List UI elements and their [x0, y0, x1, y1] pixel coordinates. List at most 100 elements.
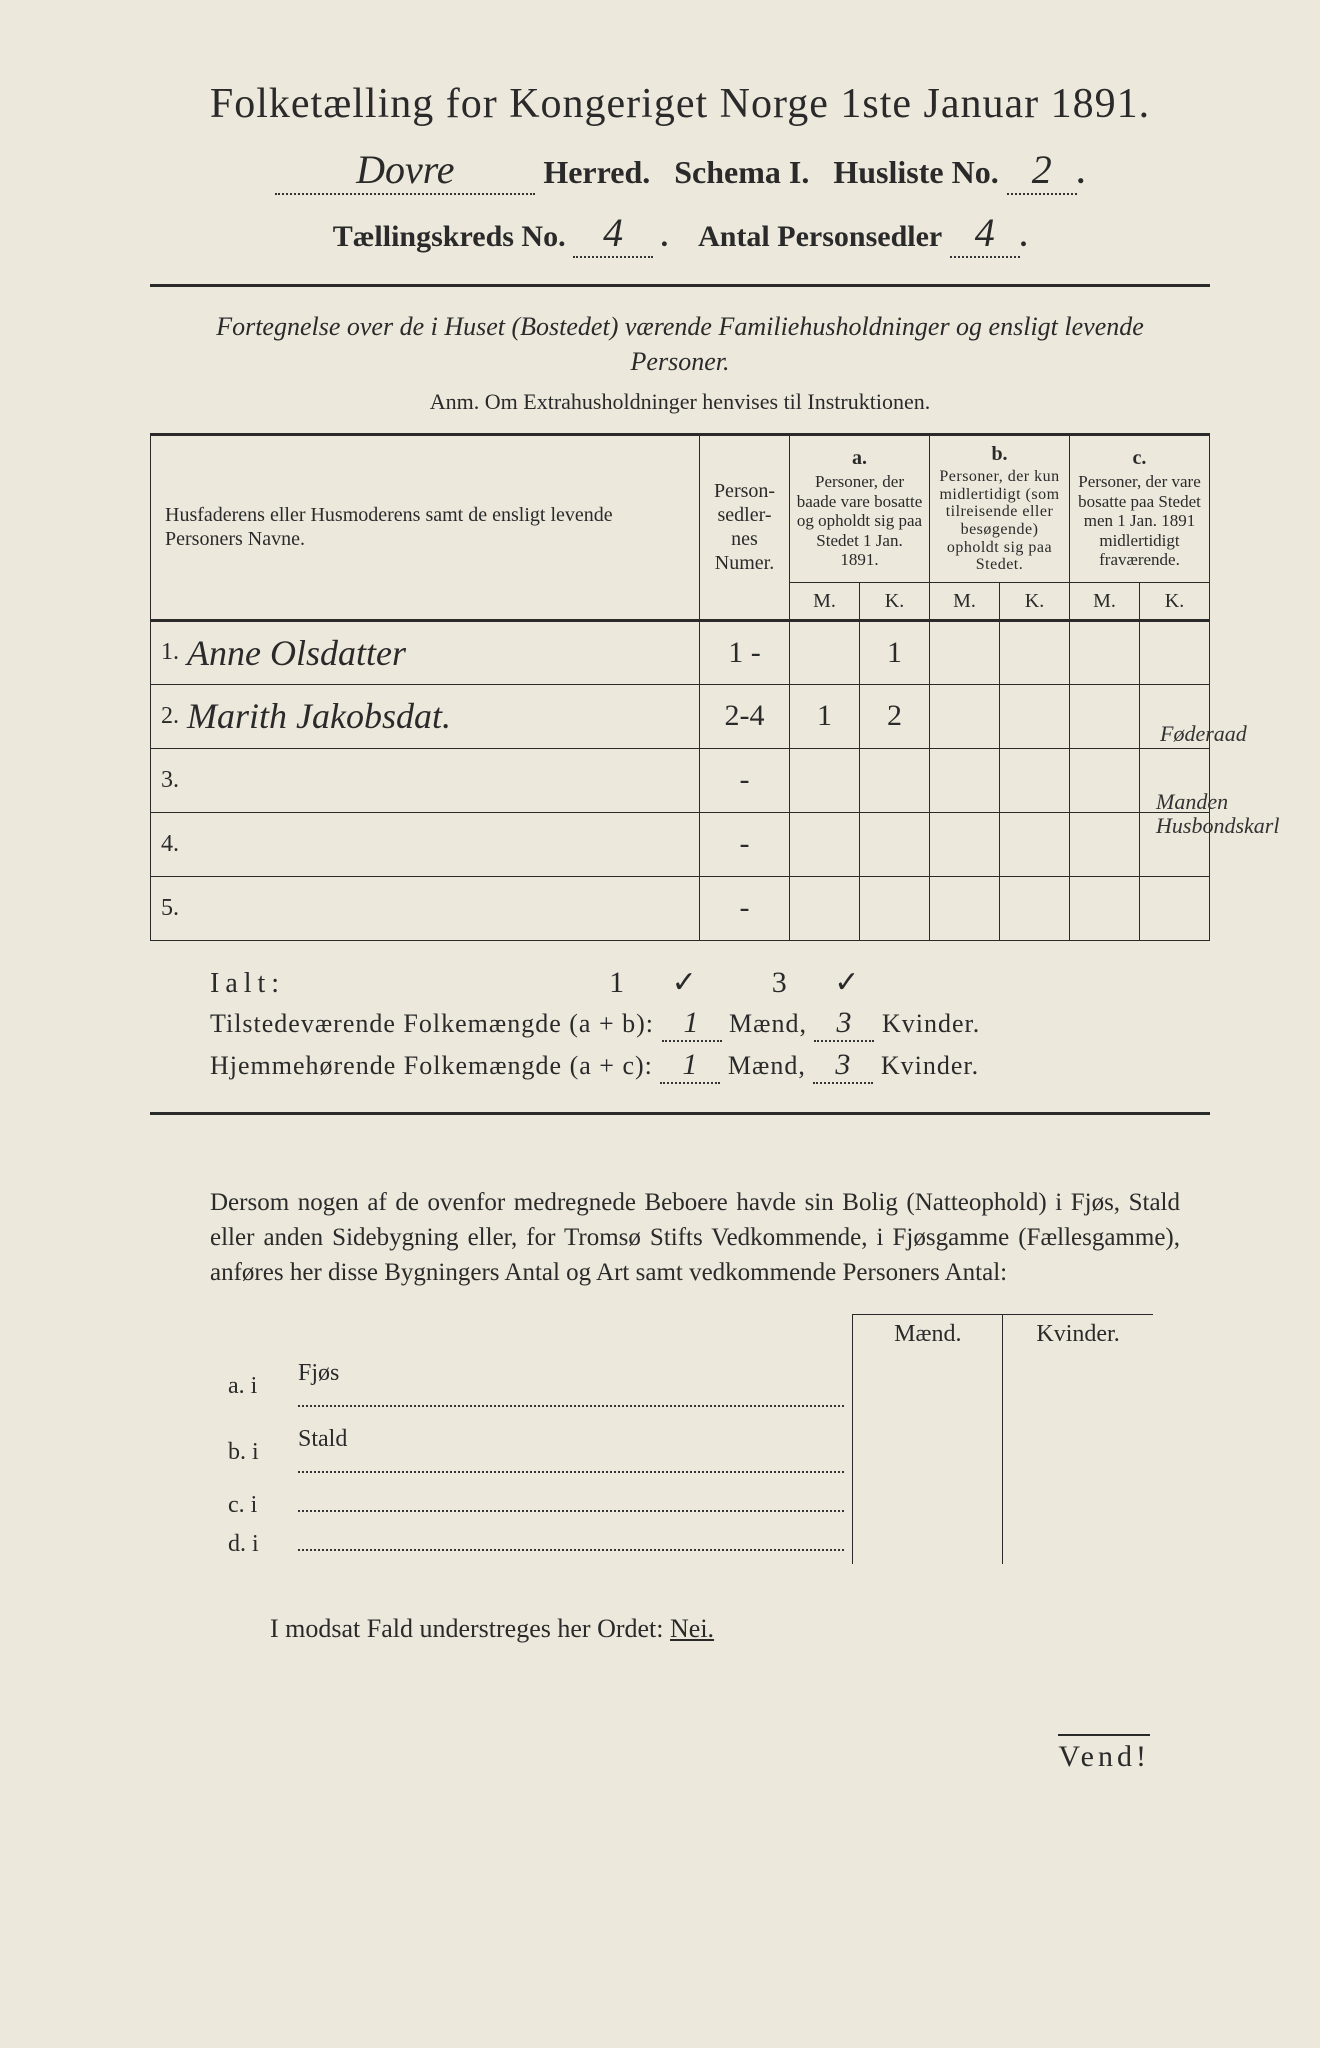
cell-b-k [1000, 876, 1070, 940]
cell-a-k [860, 748, 930, 812]
census-form-page: Folketælling for Kongeriget Norge 1ste J… [0, 0, 1320, 2048]
building-row: b. iStald [220, 1420, 1153, 1486]
col-c-k: K. [1140, 582, 1210, 620]
person-sedler: 2-4 [700, 684, 790, 748]
row-number: 1. [151, 620, 184, 684]
col-names: Husfaderens eller Husmoderens samt de en… [151, 435, 700, 621]
bldg-k [1003, 1486, 1153, 1525]
hjemme-line: Hjemmehørende Folkemængde (a + c): 1 Mæn… [210, 1048, 1210, 1084]
person-name: Anne Olsdatter [183, 620, 700, 684]
col-b: b. Personer, der kun midlertidigt (som t… [930, 435, 1070, 583]
table-row: 1.Anne Olsdatter1 - 1 [151, 620, 1210, 684]
cell-a-m [790, 812, 860, 876]
household-table: Husfaderens eller Husmoderens samt de en… [150, 433, 1210, 941]
cell-b-m [930, 876, 1000, 940]
person-name [183, 748, 700, 812]
husliste-no: 2 [1007, 146, 1077, 195]
cell-b-m [930, 684, 1000, 748]
person-sedler: - [700, 876, 790, 940]
rule-top [150, 284, 1210, 287]
cell-b-k [1000, 812, 1070, 876]
bldg-m [853, 1525, 1003, 1564]
bldg-m [853, 1354, 1003, 1420]
cell-c-m [1070, 684, 1140, 748]
cell-b-k [1000, 748, 1070, 812]
col-a-m: M. [790, 582, 860, 620]
header-line-1: Dovre Herred. Schema I. Husliste No. 2. [150, 146, 1210, 195]
nei-line: I modsat Fald understreges her Ordet: Ne… [270, 1614, 1210, 1644]
ialt-label: Ialt: [210, 968, 285, 999]
building-table: Mænd. Kvinder. a. iFjøs b. iStald c. i d… [220, 1314, 1153, 1564]
ialt-values: 1 ✓ 3 ✓ [609, 966, 879, 999]
margin-note-1: Føderaad [1160, 722, 1300, 746]
bldg-k [1003, 1354, 1153, 1420]
bldg-head-k: Kvinder. [1003, 1314, 1153, 1354]
antal-label: Antal Personsedler [698, 220, 942, 253]
person-name [183, 876, 700, 940]
bldg-type: Stald [290, 1420, 853, 1486]
col-a-k: K. [860, 582, 930, 620]
table-row: 3.- [151, 748, 1210, 812]
cell-b-k [1000, 620, 1070, 684]
bldg-head-m: Mænd. [853, 1314, 1003, 1354]
bldg-k [1003, 1420, 1153, 1486]
bldg-k [1003, 1525, 1153, 1564]
cell-c-k [1140, 620, 1210, 684]
antal-val: 4 [950, 209, 1020, 258]
schema-label: Schema I. [674, 154, 809, 190]
col-b-m: M. [930, 582, 1000, 620]
ialt-row: Ialt: 1 ✓ 3 ✓ [150, 965, 1210, 1000]
cell-c-m [1070, 748, 1140, 812]
cell-c-m [1070, 876, 1140, 940]
husliste-label: Husliste No. [833, 154, 998, 190]
cell-b-m [930, 748, 1000, 812]
person-name: Marith Jakobsdat. [183, 684, 700, 748]
bldg-type [290, 1525, 853, 1564]
person-name [183, 812, 700, 876]
header-line-2: Tællingskreds No. 4 . Antal Personsedler… [150, 209, 1210, 258]
cell-c-m [1070, 812, 1140, 876]
bldg-type [290, 1486, 853, 1525]
person-sedler: - [700, 748, 790, 812]
table-row: 5. - [151, 876, 1210, 940]
col-b-k: K. [1000, 582, 1070, 620]
table-row: 4. - [151, 812, 1210, 876]
cell-a-m: 1 [790, 684, 860, 748]
cell-a-k [860, 876, 930, 940]
person-sedler: 1 - [700, 620, 790, 684]
tilstede-line: Tilstedeværende Folkemængde (a + b): 1 M… [210, 1006, 1210, 1042]
building-paragraph: Dersom nogen af de ovenfor medregnede Be… [210, 1185, 1180, 1290]
herred-label: Herred. [543, 154, 650, 190]
cell-b-m [930, 812, 1000, 876]
table-row: 2.Marith Jakobsdat.2-412 [151, 684, 1210, 748]
bldg-type: Fjøs [290, 1354, 853, 1420]
vend-label: Vend! [1058, 1734, 1150, 1774]
cell-a-k: 1 [860, 620, 930, 684]
building-row: a. iFjøs [220, 1354, 1153, 1420]
cell-a-m [790, 620, 860, 684]
bldg-letter: a. i [220, 1354, 290, 1420]
page-title: Folketælling for Kongeriget Norge 1ste J… [150, 80, 1210, 128]
bldg-m [853, 1486, 1003, 1525]
bldg-letter: b. i [220, 1420, 290, 1486]
cell-a-k [860, 812, 930, 876]
col-c: c. Personer, der vare bosatte paa Stedet… [1070, 435, 1210, 583]
herred-name: Dovre [275, 146, 535, 195]
building-row: c. i [220, 1486, 1153, 1525]
rule-bottom [150, 1112, 1210, 1115]
cell-b-k [1000, 684, 1070, 748]
col-a: a. Personer, der baade vare bosatte og o… [790, 435, 930, 583]
kreds-label: Tællingskreds No. [333, 220, 566, 253]
anm-text: Anm. Om Extrahusholdninger henvises til … [150, 389, 1210, 415]
cell-a-m [790, 876, 860, 940]
bldg-letter: d. i [220, 1525, 290, 1564]
fortegnelse-text: Fortegnelse over de i Huset (Bostedet) v… [180, 309, 1180, 379]
building-row: d. i [220, 1525, 1153, 1564]
col-c-m: M. [1070, 582, 1140, 620]
row-number: 5. [151, 876, 184, 940]
col-nums: Person- sedler- nes Numer. [700, 435, 790, 621]
row-number: 4. [151, 812, 184, 876]
margin-note-2: Manden Husbondskarl [1156, 790, 1306, 838]
cell-a-m [790, 748, 860, 812]
person-sedler: - [700, 812, 790, 876]
